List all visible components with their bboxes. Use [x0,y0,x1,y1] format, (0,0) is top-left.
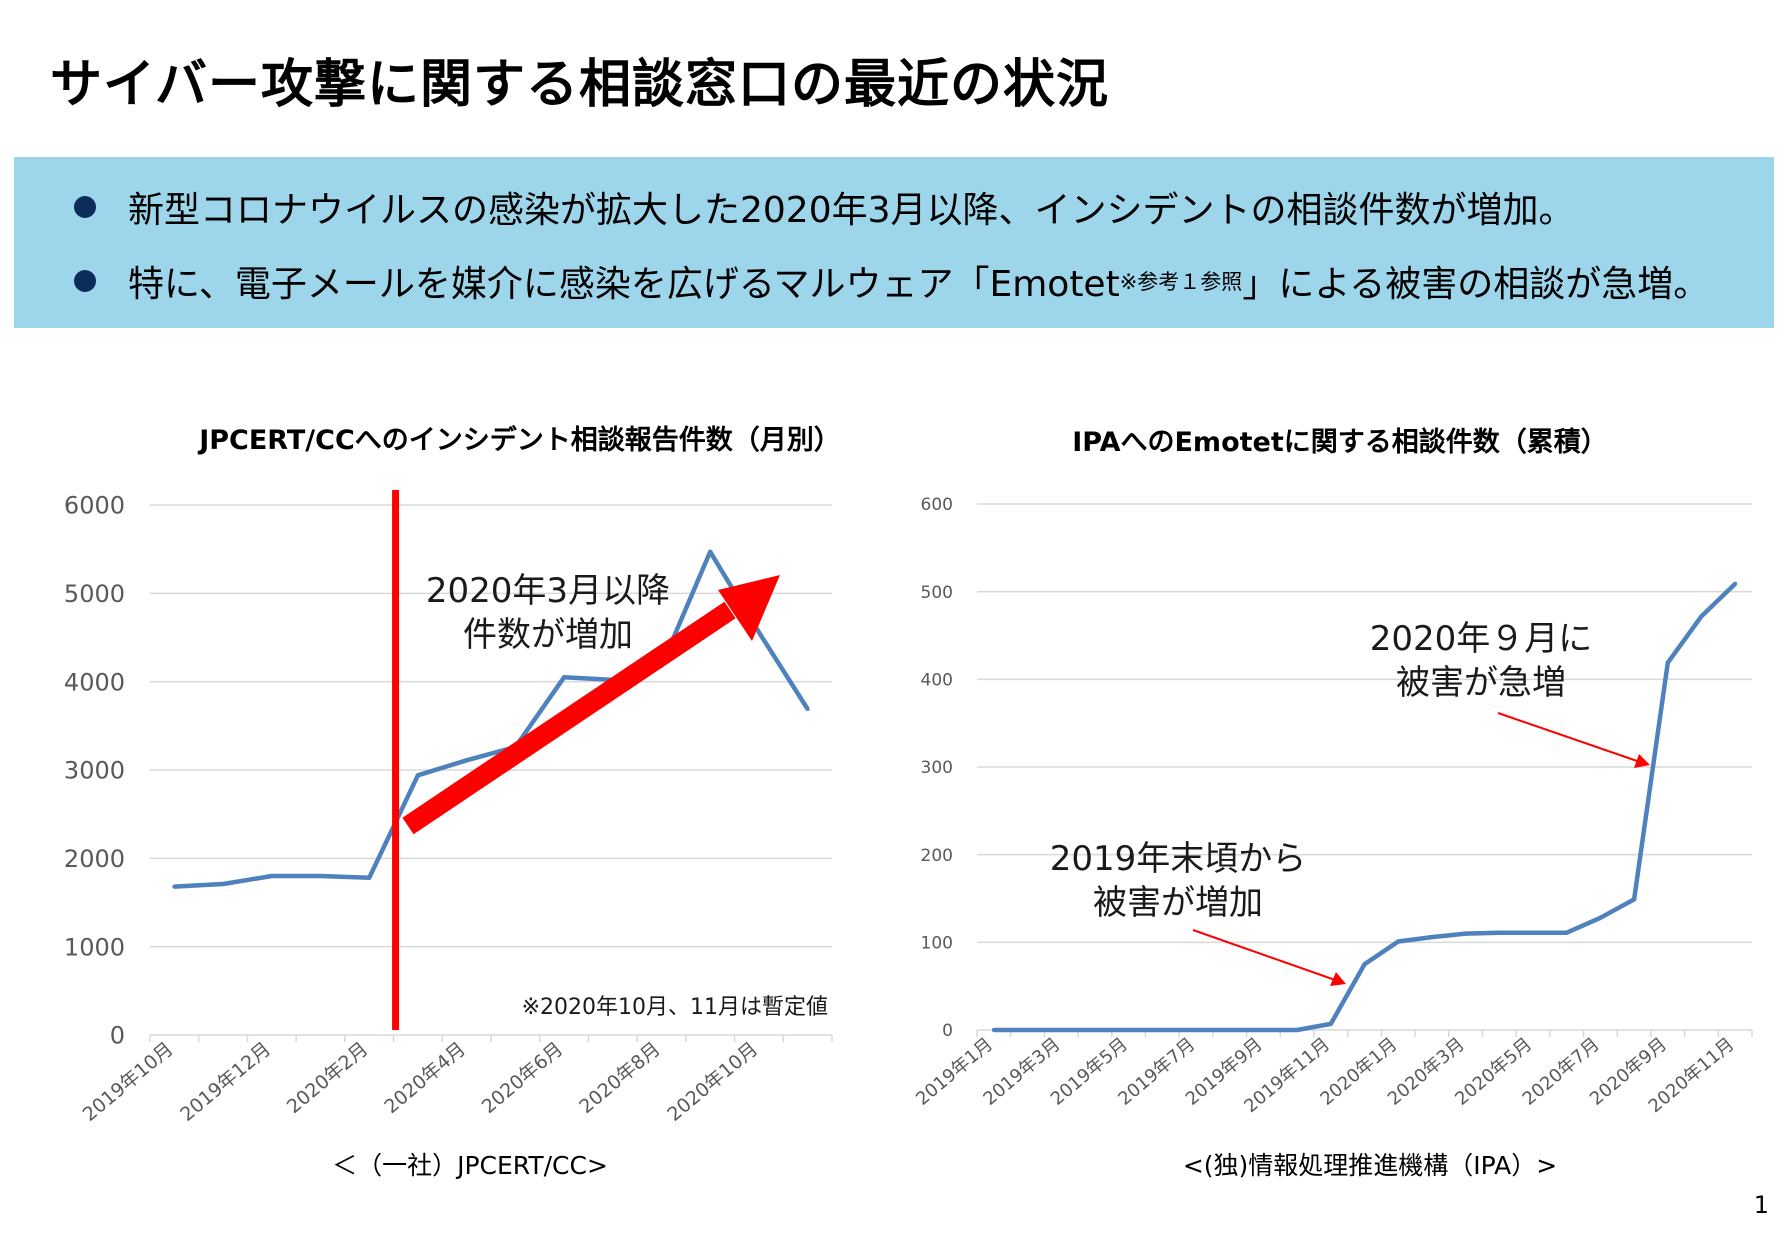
data-point [1059,1028,1064,1032]
data-point [415,773,420,778]
callout-1-arrowhead [1330,972,1346,986]
data-point [1261,1028,1266,1032]
y-tick-label: 500 [921,583,953,603]
bullet-reference-note: ※参考１参照 [1119,270,1243,294]
y-tick-label: 100 [921,933,953,953]
page-title: サイバー攻撃に関する相談窓口の最近の状況 [50,55,1109,115]
y-tick-label: 1000 [64,933,125,961]
bullet-dot-icon [74,270,96,292]
increase-annotation: 2020年3月以降件数が増加 [426,571,670,655]
data-point [1463,931,1468,936]
chart-1-source: ＜（一社）JPCERT/CC> [332,1151,608,1180]
trend-arrow-head [718,575,780,641]
data-point [1665,660,1670,665]
y-tick-label: 6000 [64,492,125,520]
chart-2-title: IPAへのEmotetに関する相談件数（累積） [1072,427,1608,458]
data-point [1194,1028,1199,1032]
data-point [756,630,761,635]
bullet-text-2a: 特に、電子メールを媒介に感染を広げるマルウェア「Emotet [128,264,1120,305]
data-point [367,875,372,880]
bullet-text-1: 新型コロナウイルスの感染が拡大した2020年3月以降、インシデントの相談件数が増… [128,190,1575,231]
data-point [221,881,226,886]
data-point [991,1028,996,1032]
data-point [1598,915,1603,920]
data-point [562,675,567,680]
data-point [1632,897,1637,902]
trend-arrow-shaft [402,601,736,835]
bullet-item-1: 新型コロナウイルスの感染が拡大した2020年3月以降、インシデントの相談件数が増… [74,179,1575,235]
bullet-text-2b: 」による被害の相談が急増。 [1242,264,1710,305]
callout-sep-2020: 2020年９月に被害が急増 [1370,619,1593,703]
callout-late-2019: 2019年末頃から被害が増加 [1050,839,1307,923]
y-tick-label: 3000 [64,757,125,785]
y-tick-label: 300 [921,758,953,778]
y-tick-label: 200 [921,846,953,866]
chart-2-source: <(独)情報処理推進機構（IPA）> [1182,1151,1558,1180]
callout-1-arrow [1192,929,1339,982]
data-point [1530,930,1535,935]
data-point [1396,939,1401,944]
data-point [1733,581,1738,586]
data-point [1295,1028,1300,1032]
data-point [172,884,177,889]
data-point [269,874,274,878]
data-point [464,758,469,763]
provisional-note: ※2020年10月、11月は暫定値 [522,995,828,1020]
callout-2-arrowhead [1634,754,1650,768]
data-point [1227,1028,1232,1032]
bullet-item-2: 特に、電子メールを媒介に感染を広げるマルウェア「Emotet ※参考１参照 」による… [74,253,1709,309]
y-tick-label: 400 [921,670,953,690]
data-point [1362,962,1367,967]
callout-2-arrow [1497,712,1641,763]
data-point [1025,1028,1030,1032]
data-point [1160,1028,1165,1032]
data-point [1092,1028,1097,1032]
series-line [174,549,810,889]
data-point [1328,1021,1333,1026]
chart-1-title: JPCERT/CCへのインシデント相談報告件数（月別） [199,425,841,456]
data-point [1126,1028,1131,1032]
bullet-dot-icon [74,196,96,218]
y-tick-label: 0 [110,1022,125,1050]
data-point [1699,614,1704,619]
data-point [1564,930,1569,935]
y-tick-label: 5000 [64,580,125,608]
y-tick-label: 600 [921,495,953,515]
data-point [708,549,713,554]
y-tick-label: 2000 [64,845,125,873]
y-tick-label: 0 [942,1021,953,1041]
summary-banner: 新型コロナウイルスの感染が拡大した2020年3月以降、インシデントの相談件数が増… [14,157,1774,328]
data-point [805,707,810,712]
page-number: 1 [1753,1191,1769,1219]
data-point [1497,930,1502,935]
y-tick-label: 4000 [64,668,125,696]
data-point [318,874,323,878]
data-point [1429,935,1434,940]
